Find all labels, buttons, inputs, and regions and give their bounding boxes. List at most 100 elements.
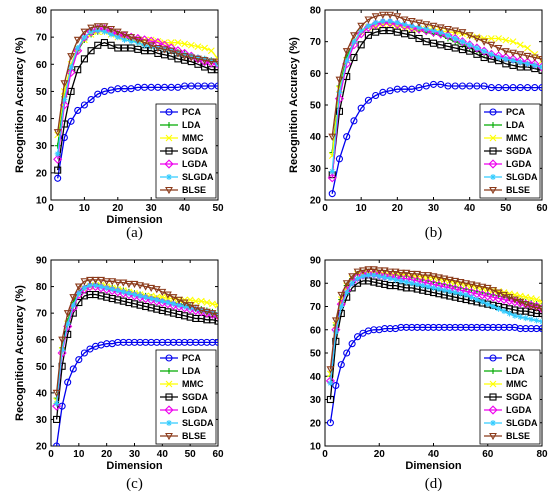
data-point-sgda — [214, 317, 218, 325]
data-point-slgda — [343, 57, 350, 64]
data-point-slgda — [336, 89, 343, 96]
data-point-blse — [465, 32, 474, 40]
data-point-lgda — [499, 294, 509, 305]
data-point-pca — [161, 83, 169, 91]
x-tick-label: 30 — [146, 203, 158, 214]
data-point-blse — [386, 268, 395, 276]
data-point-blse — [63, 310, 72, 318]
data-point-pca — [100, 87, 108, 95]
data-point-blse — [380, 267, 389, 275]
data-point-pca — [60, 134, 68, 142]
data-point-pca — [127, 85, 135, 93]
data-point-pca — [114, 85, 122, 93]
data-point-slgda — [392, 276, 399, 283]
data-point-slgda — [92, 282, 99, 289]
data-point-slgda — [539, 64, 542, 70]
data-point-blse — [87, 24, 96, 32]
data-point-blse — [364, 16, 373, 24]
data-point-slgda — [359, 273, 366, 280]
data-point-blse — [197, 307, 206, 315]
data-point-sgda — [134, 45, 142, 53]
y-axis-label: Recognition Accuracy (%) — [14, 37, 26, 173]
data-point-blse — [538, 305, 542, 313]
data-point-slgda — [201, 55, 208, 62]
data-point-blse — [52, 389, 61, 398]
data-point-slgda — [125, 290, 132, 297]
data-point-slgda — [101, 28, 108, 35]
data-point-pca — [429, 80, 438, 88]
data-point-slgda — [329, 168, 336, 175]
x-tick-label: 60 — [536, 203, 548, 214]
legend: PCA LDA MMC SGDA LGDA SLGDA BLSE — [155, 103, 217, 199]
data-point-slgda — [510, 57, 517, 64]
data-point-sgda — [370, 278, 378, 286]
data-point-pca — [484, 323, 492, 331]
data-point-slgda — [109, 286, 116, 293]
data-point-blse — [509, 49, 517, 57]
data-point-blse — [73, 36, 82, 45]
data-point-sgda — [379, 27, 387, 35]
data-point-slgda — [528, 316, 535, 323]
data-point-sgda — [386, 282, 394, 290]
data-point-blse — [444, 25, 452, 34]
data-point-slgda — [468, 294, 475, 301]
data-point-lgda — [66, 67, 76, 78]
data-point-slgda — [208, 57, 215, 64]
data-point-blse — [422, 21, 431, 29]
data-point-blse — [207, 58, 216, 66]
data-point-blse — [400, 16, 409, 24]
data-point-sgda — [437, 41, 445, 49]
data-point-blse — [532, 304, 541, 312]
data-point-slgda — [70, 302, 77, 309]
data-point-pca — [337, 361, 345, 369]
data-point-blse — [480, 38, 489, 46]
legend-entry-pca: PCA — [506, 353, 526, 363]
data-point-slgda — [358, 27, 365, 34]
data-point-pca — [386, 87, 394, 95]
data-point-pca — [466, 82, 474, 90]
data-point-mmc — [533, 296, 540, 303]
data-point-slgda — [68, 64, 75, 70]
data-point-blse — [147, 284, 156, 293]
data-point-slgda — [137, 292, 144, 299]
data-point-lgda — [349, 40, 359, 50]
data-point-lgda — [537, 62, 542, 72]
data-point-slgda — [349, 280, 356, 287]
data-point-slgda — [365, 22, 372, 29]
data-point-blse — [173, 50, 182, 58]
data-point-blse — [127, 34, 136, 42]
legend-swatch-marker — [166, 368, 172, 374]
data-point-blse — [74, 283, 83, 291]
data-point-blse — [175, 296, 183, 305]
data-point-blse — [167, 47, 176, 55]
y-tick-label: 90 — [310, 256, 322, 267]
data-point-pca — [343, 133, 351, 141]
data-point-slgda — [74, 45, 81, 51]
legend-swatch-marker — [489, 186, 497, 195]
data-point-mmc — [197, 297, 205, 305]
data-point-pca — [451, 82, 459, 90]
data-point-slgda — [419, 282, 426, 289]
data-point-blse — [153, 44, 162, 53]
x-tick-label: 0 — [322, 449, 328, 460]
data-point-pca — [523, 84, 532, 92]
data-point-blse — [357, 22, 366, 30]
data-point-sgda — [74, 66, 82, 74]
y-tick-label: 30 — [310, 164, 322, 175]
legend-entry-blse: BLSE — [182, 185, 206, 195]
data-point-blse — [429, 22, 438, 30]
data-point-slgda — [425, 283, 432, 290]
data-point-pca — [444, 82, 452, 90]
data-point-mmc — [509, 38, 517, 46]
legend-swatch-marker — [490, 122, 496, 128]
x-axis-label: Dimension — [106, 460, 163, 472]
data-point-slgda — [148, 295, 155, 302]
data-point-sgda — [64, 330, 72, 338]
data-point-slgda — [495, 305, 502, 312]
data-point-pca — [533, 325, 541, 333]
data-point-slgda — [343, 289, 350, 296]
data-point-pca — [473, 323, 481, 331]
data-point-slgda — [164, 299, 171, 306]
data-point-blse — [402, 269, 411, 277]
